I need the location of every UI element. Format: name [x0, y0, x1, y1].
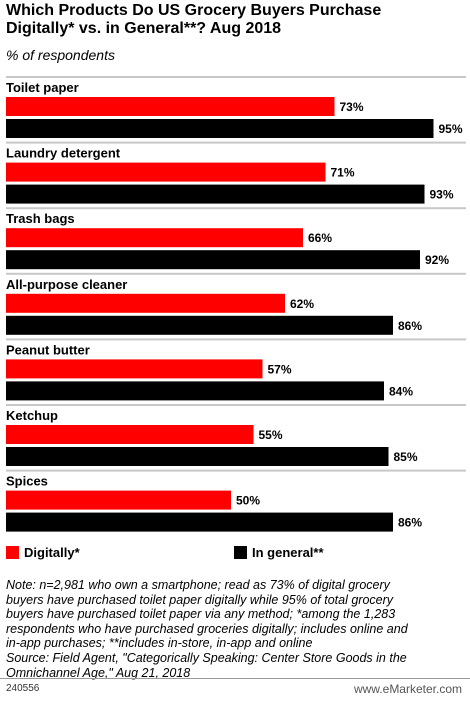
bar-in-general-spices [6, 512, 393, 532]
note-line: in-app purchases; **includes in-store, i… [6, 636, 313, 651]
value-label-in-general-laundry-detergent: 93% [430, 188, 454, 202]
bar-in-general-peanut-butter [6, 381, 384, 401]
value-label-digitally-laundry-detergent: 71% [331, 166, 355, 180]
legend: Digitally* In general** [6, 545, 466, 561]
chart-subtitle: % of respondents [6, 47, 115, 63]
bar-digitally-all-purpose-cleaner [6, 293, 285, 313]
bar-digitally-laundry-detergent [6, 162, 326, 182]
category-divider [6, 404, 466, 406]
bar-in-general-ketchup [6, 447, 389, 466]
value-label-digitally-ketchup: 55% [259, 428, 283, 442]
value-label-in-general-toilet-paper: 95% [439, 122, 463, 136]
bar-digitally-trash-bags [6, 228, 303, 248]
category-divider [6, 207, 466, 210]
category-divider [6, 76, 466, 78]
category-divider [6, 141, 466, 144]
legend-swatch-digitally [6, 546, 19, 559]
bar-in-general-toilet-paper [6, 119, 434, 138]
value-label-in-general-ketchup: 85% [394, 450, 418, 464]
value-label-digitally-spices: 50% [236, 494, 260, 508]
category-label-laundry-detergent: Laundry detergent [6, 146, 121, 161]
legend-label-in-general: In general** [252, 545, 324, 560]
source-line: Source: Field Agent, "Categorically Spea… [6, 650, 407, 665]
value-label-digitally-all-purpose-cleaner: 62% [290, 297, 314, 311]
value-label-digitally-toilet-paper: 73% [340, 100, 364, 114]
legend-label-digitally: Digitally* [24, 545, 80, 560]
value-label-in-general-all-purpose-cleaner: 86% [398, 319, 422, 333]
chart-note: Note: n=2,981 who own a smartphone; read… [6, 578, 466, 680]
chart-title-line: Digitally* vs. in General**? Aug 2018 [6, 20, 282, 37]
bar-in-general-laundry-detergent [6, 184, 425, 204]
category-label-all-purpose-cleaner: All-purpose cleaner [6, 277, 127, 292]
note-line: respondents who have purchased groceries… [6, 621, 408, 636]
chart-id: 240556 [6, 683, 40, 694]
bar-in-general-all-purpose-cleaner [6, 315, 393, 335]
footer: 240556 www.eMarketer.com [0, 678, 470, 701]
chart-title-line: Which Products Do US Grocery Buyers Purc… [6, 2, 382, 19]
bar-digitally-peanut-butter [6, 359, 263, 379]
category-label-trash-bags: Trash bags [6, 211, 75, 226]
category-divider [6, 469, 466, 472]
value-label-digitally-trash-bags: 66% [308, 231, 332, 245]
legend-item-in-general: In general** [234, 545, 324, 560]
category-divider [6, 272, 466, 275]
value-label-in-general-spices: 86% [398, 516, 422, 530]
category-label-peanut-butter: Peanut butter [6, 342, 90, 357]
bar-digitally-ketchup [6, 425, 254, 444]
value-label-in-general-peanut-butter: 84% [389, 384, 413, 398]
source-line: Omnichannel Age," Aug 21, 2018 [6, 665, 191, 680]
value-label-digitally-peanut-butter: 57% [268, 362, 292, 376]
legend-swatch-in-general [234, 546, 247, 559]
note-line: buyers have purchased toilet paper digit… [6, 592, 394, 607]
brand-logo: www.eMarketer.com [353, 682, 462, 696]
bar-digitally-toilet-paper [6, 97, 335, 116]
value-label-in-general-trash-bags: 92% [425, 253, 449, 267]
category-divider [6, 338, 466, 341]
note-line: Note: n=2,981 who own a smartphone; read… [6, 578, 390, 592]
legend-item-digitally: Digitally* [6, 545, 80, 560]
bar-digitally-spices [6, 490, 231, 510]
category-label-ketchup: Ketchup [6, 408, 58, 423]
bar-chart: Toilet paper 73% 95% Laundry detergent 71% 93… [6, 76, 466, 532]
note-line: buyers have purchased toilet paper via a… [6, 607, 396, 622]
category-label-spices: Spices [6, 474, 48, 489]
category-label-toilet-paper: Toilet paper [6, 80, 79, 95]
bar-in-general-trash-bags [6, 250, 420, 270]
chart-title: Which Products Do US Grocery Buyers Purc… [6, 2, 466, 38]
